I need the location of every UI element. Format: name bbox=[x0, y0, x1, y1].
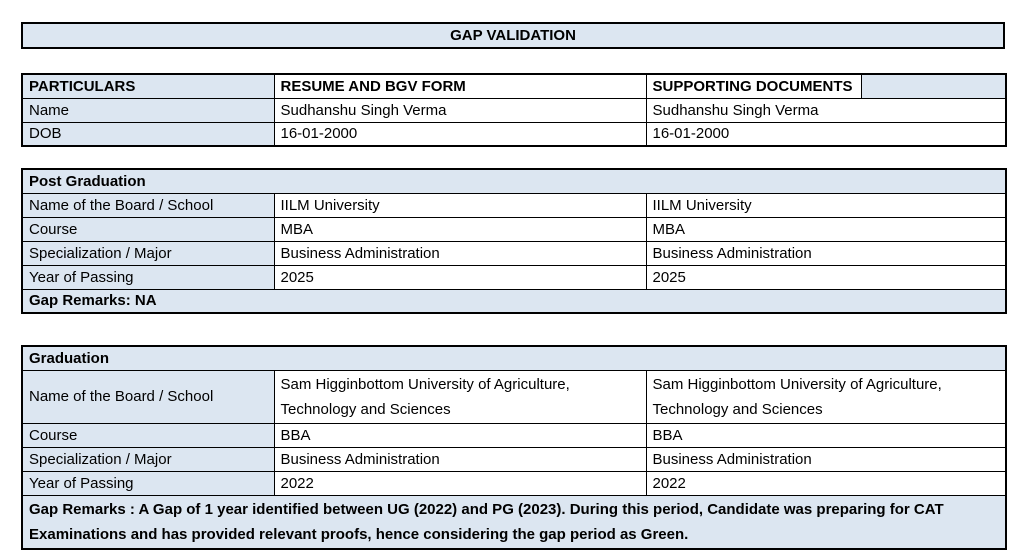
supporting-value: 2022 bbox=[645, 470, 1007, 496]
table-row-name: Name Sudhanshu Singh Verma Sudhanshu Sin… bbox=[21, 97, 1007, 123]
supporting-value: 16-01-2000 bbox=[645, 121, 1007, 147]
resume-value: Business Administration bbox=[273, 446, 647, 472]
row-label: Name of the Board / School bbox=[21, 192, 275, 218]
resume-value: Sam Higginbottom University of Agricultu… bbox=[273, 369, 647, 424]
resume-value: Sudhanshu Singh Verma bbox=[273, 97, 647, 123]
supporting-value: MBA bbox=[645, 216, 1007, 242]
supporting-value: Business Administration bbox=[645, 446, 1007, 472]
row-label: Course bbox=[21, 422, 275, 448]
particulars-table: PARTICULARS RESUME AND BGV FORM SUPPORTI… bbox=[21, 73, 1007, 147]
resume-value: 2025 bbox=[273, 264, 647, 290]
gap-remarks-text: Gap Remarks : A Gap of 1 year identified… bbox=[21, 494, 1007, 549]
section-title: Graduation bbox=[21, 345, 1007, 371]
supporting-value: Sam Higginbottom University of Agricultu… bbox=[645, 369, 1007, 424]
row-label: Specialization / Major bbox=[21, 446, 275, 472]
table-row-course: Course BBA BBA bbox=[21, 422, 1007, 448]
row-label: Course bbox=[21, 216, 275, 242]
row-label: Year of Passing bbox=[21, 470, 275, 496]
table-row-course: Course MBA MBA bbox=[21, 216, 1007, 242]
resume-value: 16-01-2000 bbox=[273, 121, 647, 147]
table-row-board-school: Name of the Board / School Sam Higginbot… bbox=[21, 369, 1007, 424]
resume-value: BBA bbox=[273, 422, 647, 448]
table-row-board-school: Name of the Board / School IILM Universi… bbox=[21, 192, 1007, 218]
table-row-year-of-passing: Year of Passing 2025 2025 bbox=[21, 264, 1007, 290]
table-row-dob: DOB 16-01-2000 16-01-2000 bbox=[21, 121, 1007, 147]
supporting-value: Sudhanshu Singh Verma bbox=[645, 97, 1007, 123]
gap-remarks-row: Gap Remarks : A Gap of 1 year identified… bbox=[21, 494, 1007, 549]
header-resume-bgv-form: RESUME AND BGV FORM bbox=[273, 73, 647, 99]
header-supporting-documents: SUPPORTING DOCUMENTS bbox=[645, 73, 862, 99]
graduation-table: Graduation Name of the Board / School Sa… bbox=[21, 345, 1008, 550]
resume-value: Business Administration bbox=[273, 240, 647, 266]
post-graduation-table: Post Graduation Name of the Board / Scho… bbox=[21, 168, 1007, 314]
gap-remarks-row: Gap Remarks: NA bbox=[21, 288, 1007, 314]
resume-value: IILM University bbox=[273, 192, 647, 218]
gap-remarks-text: Gap Remarks: NA bbox=[21, 288, 1007, 314]
row-label: Specialization / Major bbox=[21, 240, 275, 266]
resume-value: 2022 bbox=[273, 470, 647, 496]
table-row-specialization: Specialization / Major Business Administ… bbox=[21, 240, 1007, 266]
header-spacer-cell bbox=[860, 73, 1007, 99]
row-label: Name of the Board / School bbox=[21, 369, 275, 424]
resume-value: MBA bbox=[273, 216, 647, 242]
section-title: Post Graduation bbox=[21, 168, 1007, 194]
supporting-value: 2025 bbox=[645, 264, 1007, 290]
table-row-specialization: Specialization / Major Business Administ… bbox=[21, 446, 1007, 472]
graduation-section-row: Graduation bbox=[21, 345, 1007, 371]
particulars-header-row: PARTICULARS RESUME AND BGV FORM SUPPORTI… bbox=[21, 73, 1007, 99]
header-particulars: PARTICULARS bbox=[21, 73, 275, 99]
row-label: Year of Passing bbox=[21, 264, 275, 290]
document-title: GAP VALIDATION bbox=[21, 22, 1005, 49]
post-graduation-section-row: Post Graduation bbox=[21, 168, 1007, 194]
supporting-value: Business Administration bbox=[645, 240, 1007, 266]
table-row-year-of-passing: Year of Passing 2022 2022 bbox=[21, 470, 1007, 496]
row-label: Name bbox=[21, 97, 275, 123]
supporting-value: IILM University bbox=[645, 192, 1007, 218]
supporting-value: BBA bbox=[645, 422, 1007, 448]
row-label: DOB bbox=[21, 121, 275, 147]
